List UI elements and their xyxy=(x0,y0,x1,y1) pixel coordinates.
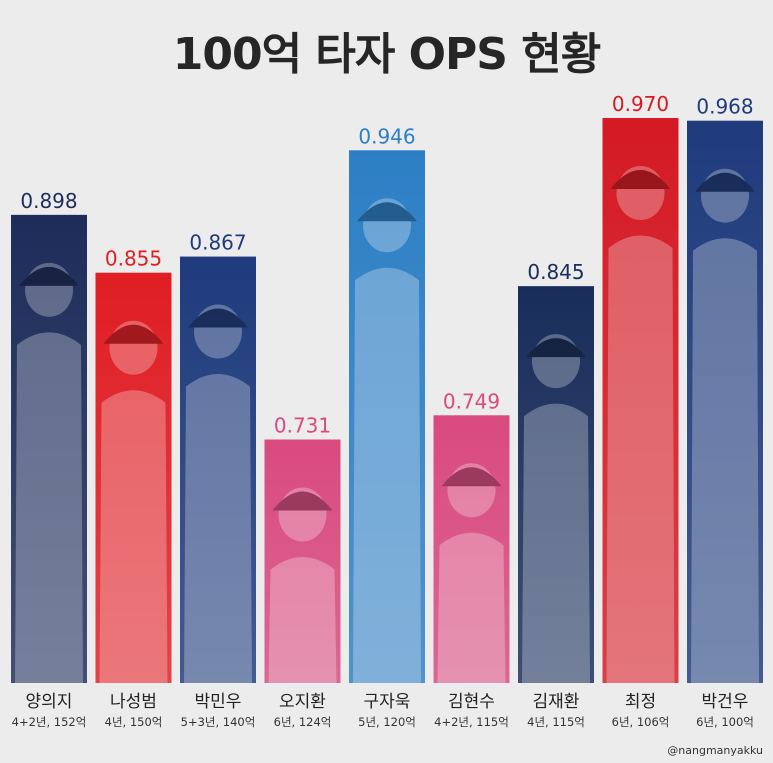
player-helmet-shape xyxy=(441,467,502,487)
player-helmet-shape xyxy=(19,266,79,286)
player-body-shape xyxy=(437,532,506,683)
player-body-shape xyxy=(522,403,590,683)
value-label-구자욱: 0.946 xyxy=(358,124,415,148)
bar-김현수 xyxy=(433,415,510,683)
bar-박건우 xyxy=(687,120,763,683)
player-head-shape xyxy=(532,334,580,389)
player-photo-김재환 xyxy=(522,334,590,683)
player-photo-박민우 xyxy=(184,304,252,683)
contract-label-박민우: 5+3년, 140억 xyxy=(181,715,256,729)
player-head-shape xyxy=(616,166,665,220)
player-head-shape xyxy=(25,262,73,317)
credit-text: @nangmanyakku xyxy=(667,744,763,757)
player-helmet-shape xyxy=(526,338,586,358)
value-label-나성범: 0.855 xyxy=(105,247,162,271)
value-label-김현수: 0.749 xyxy=(443,389,500,413)
value-label-양의지: 0.898 xyxy=(20,189,77,213)
player-head-shape xyxy=(109,320,158,375)
player-helmet-shape xyxy=(272,491,333,511)
player-photo-양의지 xyxy=(15,262,83,683)
player-body-shape xyxy=(15,332,83,683)
contract-label-김재환: 4년, 115억 xyxy=(527,715,585,729)
player-head-shape xyxy=(194,304,242,359)
player-helmet-shape xyxy=(103,324,164,344)
player-photo-김현수 xyxy=(437,463,506,683)
player-head-shape xyxy=(278,487,327,542)
bar-박민우 xyxy=(180,256,256,683)
player-photo-나성범 xyxy=(99,320,168,683)
player-helmet-shape xyxy=(610,170,671,189)
player-helmet-shape xyxy=(695,172,755,192)
contract-label-최정: 6년, 106억 xyxy=(612,715,670,729)
player-helmet-shape xyxy=(188,308,248,328)
player-head-shape xyxy=(701,168,749,223)
value-label-김재환: 0.845 xyxy=(527,260,584,284)
player-head-shape xyxy=(363,198,411,253)
player-body-shape xyxy=(353,267,421,683)
player-photo-최정 xyxy=(606,166,675,683)
player-body-shape xyxy=(184,374,252,683)
bar-양의지 xyxy=(11,214,87,683)
bar-최정 xyxy=(602,118,679,683)
value-label-박민우: 0.867 xyxy=(189,231,246,255)
player-name-김재환: 김재환 xyxy=(533,692,580,712)
player-body-shape xyxy=(268,557,337,683)
player-name-구자욱: 구자욱 xyxy=(364,692,411,712)
contract-label-오지환: 6년, 124억 xyxy=(274,715,332,729)
contract-label-김현수: 4+2년, 115억 xyxy=(434,715,509,729)
player-name-양의지: 양의지 xyxy=(26,692,73,712)
chart-title: 100억 타자 OPS 현황 xyxy=(172,29,602,80)
contract-label-구자욱: 5년, 120억 xyxy=(358,715,416,729)
player-name-오지환: 오지환 xyxy=(279,692,326,712)
bar-나성범 xyxy=(95,272,172,683)
value-label-최정: 0.970 xyxy=(612,92,669,116)
player-photo-박건우 xyxy=(691,168,759,683)
player-photo-구자욱 xyxy=(353,198,421,683)
player-name-나성범: 나성범 xyxy=(110,692,157,712)
contract-label-양의지: 4+2년, 152억 xyxy=(12,715,87,729)
bar-김재환 xyxy=(518,286,594,683)
value-label-박건우: 0.968 xyxy=(696,95,753,119)
player-name-박민우: 박민우 xyxy=(195,692,242,712)
player-name-최정: 최정 xyxy=(625,692,656,712)
contract-label-박건우: 6년, 100억 xyxy=(696,715,754,729)
player-body-shape xyxy=(606,235,675,683)
player-body-shape xyxy=(691,238,759,683)
contract-label-나성범: 4년, 150억 xyxy=(105,715,163,729)
player-name-김현수: 김현수 xyxy=(448,692,495,712)
bar-구자욱 xyxy=(349,150,425,684)
bar-오지환 xyxy=(264,439,341,683)
player-body-shape xyxy=(99,390,168,683)
player-name-박건우: 박건우 xyxy=(702,692,749,712)
player-head-shape xyxy=(447,463,496,518)
value-label-오지환: 0.731 xyxy=(274,414,331,438)
player-photo-오지환 xyxy=(268,487,337,683)
player-helmet-shape xyxy=(357,202,417,222)
